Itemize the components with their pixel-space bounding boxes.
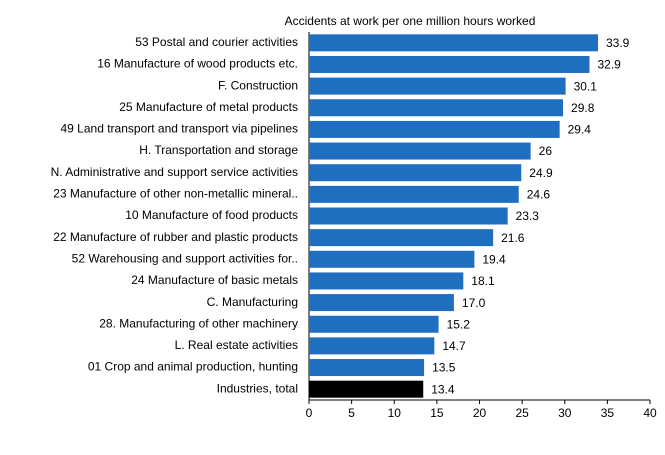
x-tick-label: 30 xyxy=(558,406,572,420)
value-label: 29.8 xyxy=(571,101,595,115)
y-tick-label: H. Transportation and storage xyxy=(139,143,298,157)
x-tick-label: 5 xyxy=(348,406,355,420)
y-tick-label: 01 Crop and animal production, hunting xyxy=(88,360,298,374)
bar xyxy=(309,250,475,268)
value-label: 19.4 xyxy=(482,252,506,266)
value-label: 29.4 xyxy=(568,123,592,137)
bar xyxy=(309,229,494,247)
y-tick-label: N. Administrative and support service ac… xyxy=(51,165,298,179)
bar xyxy=(309,294,454,312)
x-tick-label: 40 xyxy=(643,406,657,420)
x-tick-label: 35 xyxy=(601,406,615,420)
bar xyxy=(309,359,425,377)
bar xyxy=(309,120,560,138)
value-label: 32.9 xyxy=(597,58,621,72)
y-tick-label: 52 Warehousing and support activities fo… xyxy=(72,251,298,265)
value-label: 13.5 xyxy=(432,361,456,375)
bar xyxy=(309,99,564,117)
y-tick-label: Industries, total xyxy=(217,381,298,395)
bar xyxy=(309,142,531,160)
value-label: 13.4 xyxy=(431,382,455,396)
value-label: 21.6 xyxy=(501,231,525,245)
bar xyxy=(309,185,519,203)
bar xyxy=(309,77,566,95)
x-tick-label: 10 xyxy=(388,406,402,420)
y-tick-label: 10 Manufacture of food products xyxy=(125,208,298,222)
y-tick-label: F. Construction xyxy=(218,78,298,92)
y-tick-label: 25 Manufacture of metal products xyxy=(119,100,298,114)
y-tick-label: 23 Manufacture of other non-metallic min… xyxy=(53,187,298,201)
value-label: 18.1 xyxy=(471,274,495,288)
y-tick-label: L. Real estate activities xyxy=(175,338,298,352)
y-tick-label: C. Manufacturing xyxy=(207,295,298,309)
y-tick-label: 22 Manufacture of rubber and plastic pro… xyxy=(53,230,298,244)
value-label: 17.0 xyxy=(462,296,486,310)
y-tick-label: 24 Manufacture of basic metals xyxy=(131,273,298,287)
bar xyxy=(309,315,439,333)
value-label: 26 xyxy=(539,144,553,158)
y-tick-label: 53 Postal and courier activities xyxy=(135,35,298,49)
bar xyxy=(309,34,598,52)
y-tick-label: 49 Land transport and transport via pipe… xyxy=(61,122,299,136)
x-tick-label: 15 xyxy=(430,406,444,420)
value-label: 24.6 xyxy=(527,188,551,202)
bar xyxy=(309,207,508,225)
x-tick-label: 0 xyxy=(306,406,313,420)
y-tick-label: 28. Manufacturing of other machinery xyxy=(99,316,298,330)
bar xyxy=(309,272,464,290)
value-label: 30.1 xyxy=(574,79,598,93)
bar xyxy=(309,164,522,182)
value-label: 23.3 xyxy=(516,209,540,223)
y-tick-label: 16 Manufacture of wood products etc. xyxy=(97,57,298,71)
bar xyxy=(309,55,590,73)
value-label: 24.9 xyxy=(529,166,553,180)
bar xyxy=(309,380,424,398)
value-label: 15.2 xyxy=(447,317,471,331)
value-label: 14.7 xyxy=(442,339,466,353)
value-label: 33.9 xyxy=(606,36,630,50)
x-tick-label: 20 xyxy=(473,406,487,420)
axis-title: Accidents at work per one million hours … xyxy=(285,14,536,28)
x-tick-label: 25 xyxy=(515,406,529,420)
bar xyxy=(309,337,435,355)
